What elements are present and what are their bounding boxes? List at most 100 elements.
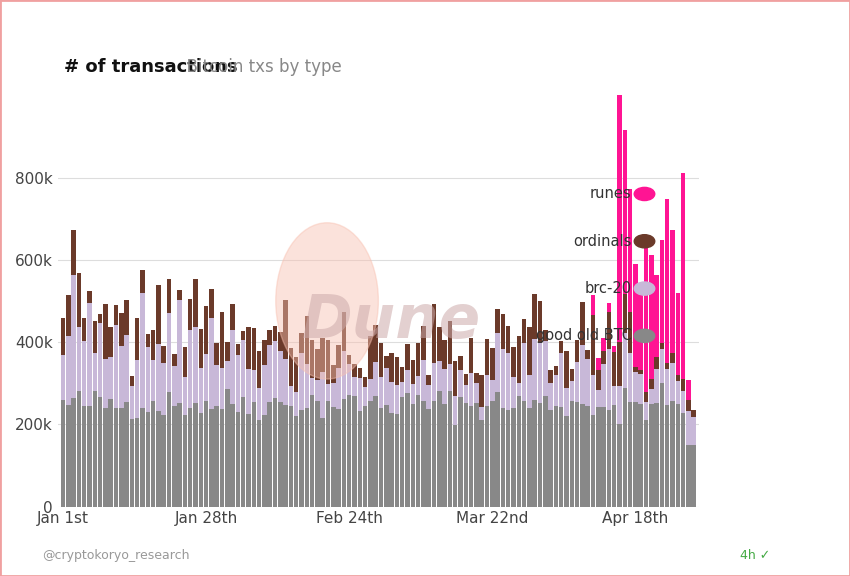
Bar bbox=[71, 275, 76, 399]
Bar bbox=[310, 340, 314, 378]
Bar bbox=[553, 407, 558, 506]
Bar bbox=[564, 416, 569, 506]
Bar bbox=[315, 401, 320, 506]
Bar bbox=[548, 382, 552, 410]
Bar bbox=[617, 425, 621, 506]
Bar bbox=[172, 366, 177, 406]
Bar bbox=[643, 419, 649, 506]
Bar bbox=[411, 404, 415, 506]
Circle shape bbox=[634, 187, 654, 200]
Bar bbox=[671, 353, 675, 363]
Bar bbox=[581, 345, 585, 404]
Bar bbox=[405, 370, 410, 393]
Ellipse shape bbox=[275, 223, 378, 379]
Bar bbox=[379, 343, 383, 377]
Text: @cryptokoryo_research: @cryptokoryo_research bbox=[42, 548, 190, 562]
Bar bbox=[474, 382, 479, 403]
Bar bbox=[140, 408, 144, 506]
Bar bbox=[548, 410, 552, 506]
Bar bbox=[373, 396, 378, 506]
Bar bbox=[61, 355, 65, 400]
Bar bbox=[145, 334, 150, 347]
Bar bbox=[156, 344, 161, 411]
Bar bbox=[448, 364, 452, 391]
Bar bbox=[553, 366, 558, 375]
Bar bbox=[517, 336, 521, 383]
Bar bbox=[151, 401, 156, 506]
Bar bbox=[654, 369, 659, 403]
Bar bbox=[363, 387, 367, 406]
Bar bbox=[235, 355, 241, 412]
Bar bbox=[235, 344, 241, 355]
Bar bbox=[289, 348, 293, 386]
Bar bbox=[421, 326, 426, 361]
Bar bbox=[358, 411, 362, 506]
Bar bbox=[607, 312, 611, 349]
Bar bbox=[352, 396, 357, 506]
Bar bbox=[633, 367, 638, 372]
Bar bbox=[220, 409, 224, 506]
Bar bbox=[326, 401, 331, 506]
Bar bbox=[273, 341, 277, 397]
Bar bbox=[124, 335, 129, 401]
Bar bbox=[389, 353, 394, 381]
Bar bbox=[612, 352, 616, 386]
Bar bbox=[581, 404, 585, 506]
Bar bbox=[617, 0, 621, 342]
Bar bbox=[230, 330, 235, 404]
Text: # of transactions: # of transactions bbox=[64, 58, 238, 76]
Bar bbox=[586, 359, 590, 406]
Bar bbox=[337, 410, 341, 506]
Bar bbox=[479, 375, 484, 407]
Bar bbox=[389, 381, 394, 413]
Bar bbox=[411, 360, 415, 384]
Bar bbox=[671, 363, 675, 401]
Bar bbox=[193, 327, 198, 403]
Bar bbox=[416, 343, 421, 376]
Bar bbox=[151, 359, 156, 401]
Bar bbox=[278, 402, 282, 506]
Bar bbox=[167, 279, 172, 313]
Bar bbox=[204, 306, 208, 354]
Bar bbox=[183, 415, 187, 506]
Bar bbox=[612, 386, 616, 405]
Bar bbox=[484, 339, 490, 374]
Bar bbox=[135, 360, 139, 418]
Bar bbox=[496, 333, 500, 392]
Text: runes: runes bbox=[590, 187, 632, 202]
Text: Bitcoin txs by type: Bitcoin txs by type bbox=[176, 58, 342, 76]
Bar bbox=[453, 425, 457, 506]
Bar bbox=[676, 293, 680, 376]
Bar bbox=[638, 404, 643, 506]
Bar bbox=[66, 336, 71, 405]
Bar bbox=[427, 385, 431, 409]
Bar bbox=[559, 407, 564, 506]
Bar bbox=[257, 388, 262, 420]
Bar bbox=[586, 406, 590, 506]
Bar bbox=[691, 410, 696, 416]
Bar bbox=[88, 291, 92, 303]
Bar bbox=[230, 304, 235, 330]
Bar bbox=[421, 361, 426, 401]
Bar bbox=[315, 349, 320, 380]
Bar bbox=[463, 374, 468, 385]
Bar bbox=[66, 405, 71, 506]
Bar bbox=[575, 401, 580, 506]
Bar bbox=[432, 304, 436, 363]
Bar bbox=[289, 386, 293, 406]
Bar bbox=[628, 312, 632, 354]
Bar bbox=[252, 328, 256, 370]
Bar bbox=[538, 403, 542, 506]
Bar bbox=[268, 402, 272, 506]
Bar bbox=[591, 415, 595, 506]
Bar bbox=[252, 370, 256, 402]
Bar bbox=[453, 361, 457, 396]
Bar bbox=[76, 391, 82, 506]
Bar bbox=[654, 403, 659, 506]
Bar bbox=[347, 355, 351, 364]
Bar bbox=[82, 318, 87, 342]
Bar bbox=[596, 390, 601, 407]
Bar bbox=[384, 356, 388, 369]
Bar bbox=[130, 419, 134, 506]
Bar bbox=[628, 189, 632, 312]
